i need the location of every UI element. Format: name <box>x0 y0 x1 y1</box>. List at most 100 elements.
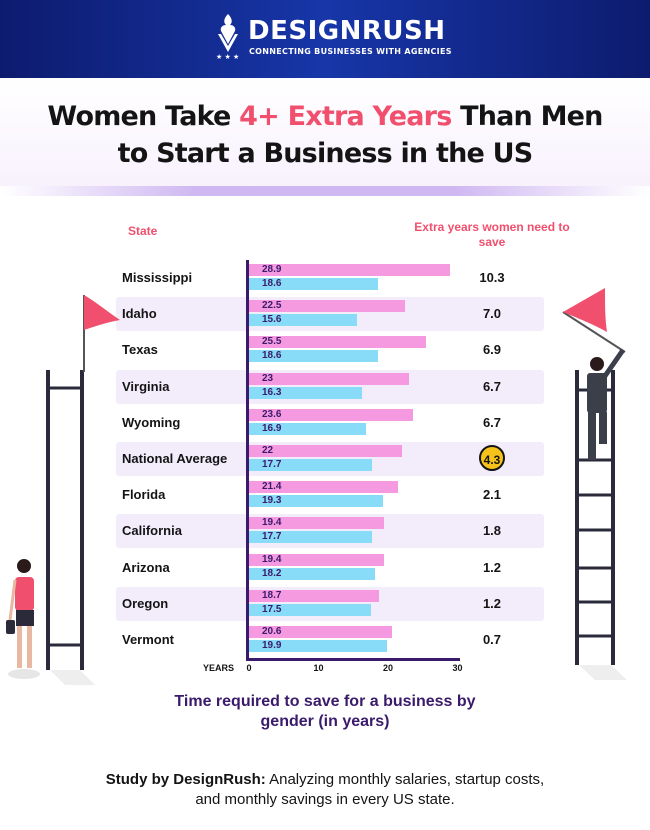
women-bar <box>249 408 414 421</box>
men-bar <box>249 495 384 508</box>
chart-caption: Time required to save for a business by … <box>0 692 650 732</box>
state-label: Virginia <box>122 378 170 394</box>
x-tick-label: 0 <box>246 663 252 673</box>
women-value-label: 18.7 <box>262 589 282 601</box>
men-bar <box>249 567 376 580</box>
women-value-label: 19.4 <box>262 553 282 565</box>
women-value-label: 28.9 <box>262 264 282 275</box>
women-value-label: 21.4 <box>262 481 282 493</box>
extra-years-column-header: Extra years women need to save <box>414 220 570 249</box>
title-line1-post: Than Men <box>451 101 603 132</box>
state-label: Wyoming <box>122 414 181 430</box>
brand-name: DESIGNRUSH <box>248 16 446 46</box>
men-bar <box>249 531 372 544</box>
men-bar <box>249 459 372 471</box>
extra-years-value: 7.0 <box>482 306 502 322</box>
men-value-label: 16.9 <box>262 422 282 434</box>
state-label: Oregon <box>122 595 169 611</box>
extra-years-value: 6.7 <box>482 414 502 430</box>
men-bar <box>249 640 388 652</box>
women-value-label: 20.6 <box>262 626 282 637</box>
state-label: Texas <box>122 342 158 358</box>
women-value-label: 22 <box>262 445 274 456</box>
women-value-label: 23 <box>262 372 274 384</box>
title-line1-pre: Women Take <box>47 101 240 132</box>
extra-years-value: 10.3 <box>479 270 505 285</box>
state-label: California <box>122 523 182 539</box>
men-value-label: 19.9 <box>262 640 282 651</box>
state-label: Arizona <box>122 559 170 575</box>
page-title: Women Take 4+ Extra Years Than Men to St… <box>0 98 650 172</box>
red-flag-right-icon <box>562 288 626 353</box>
title-highlight: 4+ Extra Years <box>239 101 452 132</box>
woman-ladder-illustration <box>6 295 120 685</box>
state-column-header: State <box>128 224 158 238</box>
extra-years-value: 6.9 <box>482 342 502 358</box>
red-flag-left-icon <box>83 295 120 372</box>
women-bar <box>249 372 409 385</box>
woman-icon <box>6 559 40 679</box>
women-bar <box>249 626 393 638</box>
men-bar <box>249 350 379 363</box>
footer-text: Analyzing monthly salaries, startup cost… <box>195 771 545 808</box>
men-value-label: 18.6 <box>262 350 282 362</box>
footer-note: Study by DesignRush: Analyzing monthly s… <box>0 770 650 810</box>
men-value-label: 19.3 <box>262 495 282 507</box>
caption-text: Time required to save for a business by … <box>174 693 476 730</box>
men-value-label: 18.6 <box>262 278 282 289</box>
men-value-label: 15.6 <box>262 314 282 326</box>
men-value-label: 17.7 <box>262 531 282 543</box>
women-bar <box>249 481 398 494</box>
women-bar <box>249 264 450 276</box>
state-label: Idaho <box>122 306 157 322</box>
title-line2: to Start a Business in the US <box>117 138 534 169</box>
ladder-left-icon <box>46 370 95 685</box>
women-bar <box>249 589 379 602</box>
businessman-icon <box>587 348 626 460</box>
extra-years-value: 0.7 <box>482 632 502 647</box>
men-bar <box>249 386 363 399</box>
women-value-label: 23.6 <box>262 408 282 420</box>
men-bar <box>249 603 371 616</box>
designrush-logo-icon: ★ ★ ★ <box>216 14 239 60</box>
women-value-label: 22.5 <box>262 300 282 312</box>
extra-years-value: 1.2 <box>482 595 502 611</box>
title-band <box>0 78 650 196</box>
ladder-right-icon <box>575 370 627 680</box>
x-axis-line <box>246 658 460 661</box>
women-value-label: 25.5 <box>262 336 282 348</box>
x-axis-label: YEARS <box>203 663 235 673</box>
highlighted-extra-years-value: 4.3 <box>479 445 505 471</box>
extra-years-value: 2.1 <box>482 487 502 503</box>
man-ladder-illustration <box>562 288 627 680</box>
y-axis-line <box>246 260 249 660</box>
women-bar <box>249 445 402 457</box>
women-value-label: 19.4 <box>262 517 282 529</box>
state-label: National Average <box>122 451 228 466</box>
state-label: Florida <box>122 487 166 503</box>
women-bar <box>249 553 384 566</box>
women-bar <box>249 517 384 530</box>
x-tick-label: 20 <box>382 663 393 673</box>
men-value-label: 17.5 <box>262 603 282 615</box>
brand-tagline: CONNECTING BUSINESSES WITH AGENCIES <box>249 47 452 56</box>
header-banner: ★ ★ ★ DESIGNRUSH CONNECTING BUSINESSES W… <box>0 0 650 78</box>
svg-text:★ ★ ★: ★ ★ ★ <box>216 53 239 60</box>
x-tick-label: 30 <box>452 663 463 673</box>
footer-bold: Study by DesignRush: <box>105 771 266 788</box>
men-value-label: 18.2 <box>262 567 282 579</box>
state-label: Mississippi <box>122 270 193 285</box>
men-value-label: 16.3 <box>262 386 282 398</box>
x-tick-label: 10 <box>313 663 324 673</box>
men-value-label: 17.7 <box>262 459 282 470</box>
extra-years-value: 6.7 <box>482 378 502 394</box>
extra-years-value: 1.2 <box>482 559 502 575</box>
men-bar <box>249 422 367 435</box>
men-bar <box>249 314 358 327</box>
title-divider <box>0 186 650 196</box>
extra-years-value: 1.8 <box>482 523 502 539</box>
men-bar <box>249 278 379 290</box>
women-bar <box>249 300 406 313</box>
state-label: Vermont <box>122 632 175 647</box>
women-bar <box>249 336 427 349</box>
